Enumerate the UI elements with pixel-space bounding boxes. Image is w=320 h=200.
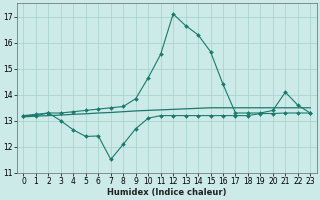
X-axis label: Humidex (Indice chaleur): Humidex (Indice chaleur) (107, 188, 227, 197)
